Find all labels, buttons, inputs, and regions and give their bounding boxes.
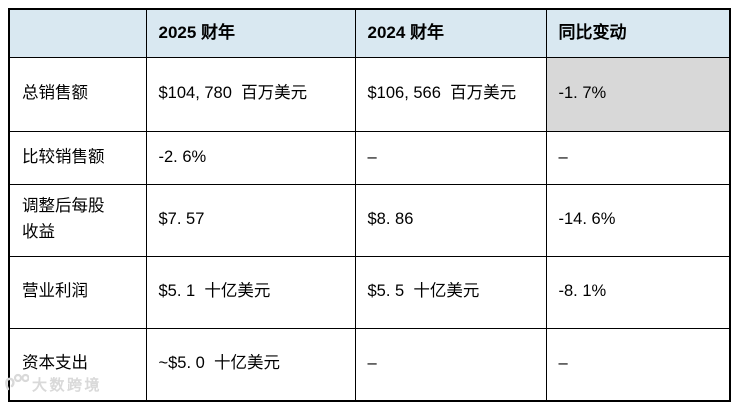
cell-fy2024: $5. 5 十亿美元 <box>354 255 547 329</box>
row-label: 营业利润 <box>8 255 147 329</box>
row-label: 调整后每股收益 <box>8 183 147 257</box>
row-label: 比较销售额 <box>8 130 147 185</box>
cell-fy2025: -2. 6% <box>145 130 356 185</box>
row-label: 资本支出 <box>8 327 147 402</box>
cell-fy2025: $7. 57 <box>145 183 356 257</box>
cell-fy2025: ~$5. 0 十亿美元 <box>145 327 356 402</box>
cell-yoy-highlighted: -1. 7% <box>545 56 731 132</box>
cell-yoy: – <box>545 327 731 402</box>
header-fy2024: 2024 财年 <box>354 8 547 58</box>
cell-yoy: -14. 6% <box>545 183 731 257</box>
cell-fy2024: – <box>354 130 547 185</box>
header-empty-cell <box>8 8 147 58</box>
cell-fy2024: – <box>354 327 547 402</box>
cell-yoy: – <box>545 130 731 185</box>
cell-fy2025: $5. 1 十亿美元 <box>145 255 356 329</box>
table-row-operating-profit: 营业利润 $5. 1 十亿美元 $5. 5 十亿美元 -8. 1% <box>8 255 731 329</box>
header-yoy-change: 同比变动 <box>545 8 731 58</box>
cell-fy2025: $104, 780 百万美元 <box>145 56 356 132</box>
header-fy2025: 2025 财年 <box>145 8 356 58</box>
cell-fy2024: $8. 86 <box>354 183 547 257</box>
table-row-total-sales: 总销售额 $104, 780 百万美元 $106, 566 百万美元 -1. 7… <box>8 56 731 132</box>
table-row-adjusted-eps: 调整后每股收益 $7. 57 $8. 86 -14. 6% <box>8 183 731 257</box>
row-label: 总销售额 <box>8 56 147 132</box>
table-row-capital-expenditure: 资本支出 ~$5. 0 十亿美元 – – <box>8 327 731 402</box>
financial-summary-table: 2025 财年 2024 财年 同比变动 总销售额 $104, 780 百万美元… <box>8 8 731 402</box>
cell-fy2024: $106, 566 百万美元 <box>354 56 547 132</box>
table-row-comparable-sales: 比较销售额 -2. 6% – – <box>8 130 731 185</box>
table-header-row: 2025 财年 2024 财年 同比变动 <box>8 8 731 58</box>
cell-yoy: -8. 1% <box>545 255 731 329</box>
